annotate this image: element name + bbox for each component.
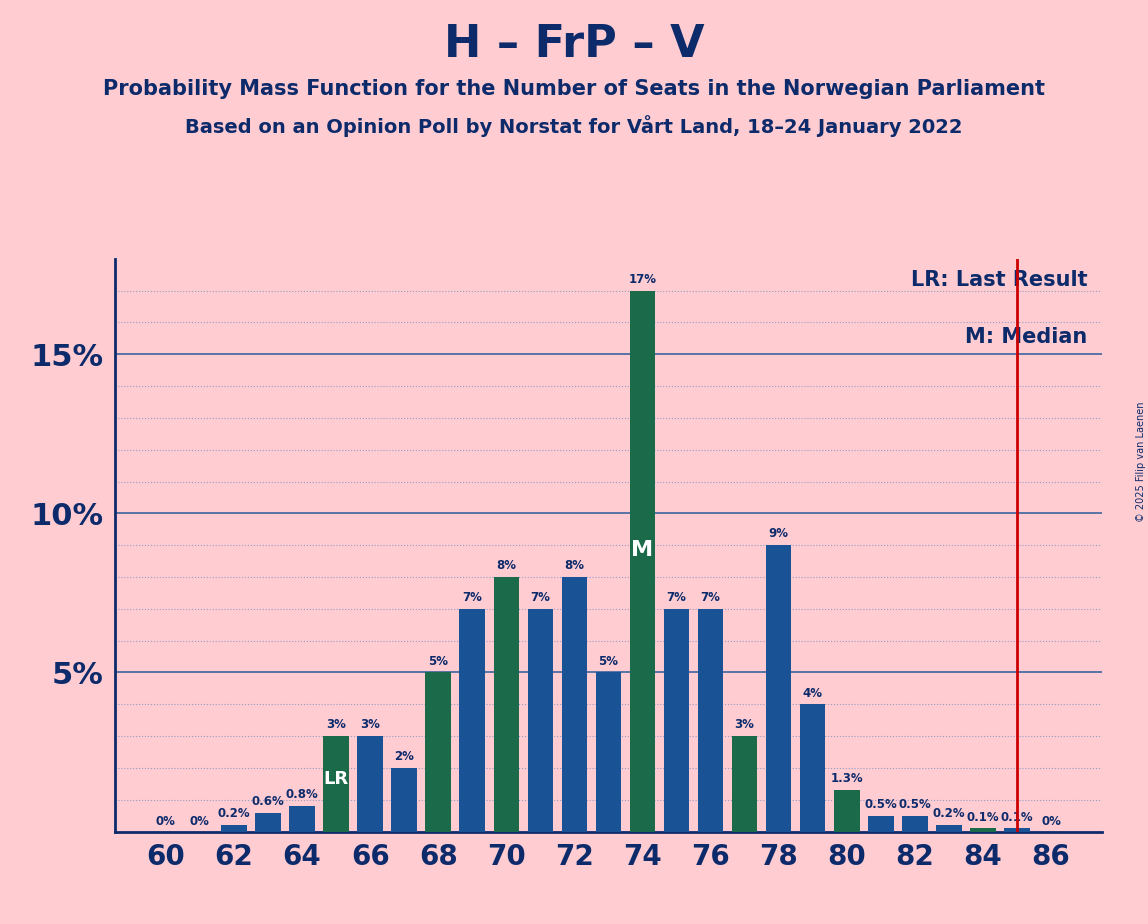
Bar [324,736,349,832]
Bar [459,609,486,832]
Text: 2%: 2% [394,750,414,763]
Text: Based on an Opinion Poll by Norstat for Vårt Land, 18–24 January 2022: Based on an Opinion Poll by Norstat for … [185,116,963,138]
Text: © 2025 Filip van Laenen: © 2025 Filip van Laenen [1135,402,1146,522]
Text: 5%: 5% [598,655,619,668]
Bar [970,829,995,832]
Bar [426,673,451,832]
Bar [732,736,758,832]
Text: 0.1%: 0.1% [1001,810,1033,823]
Text: 4%: 4% [802,687,823,699]
Bar [528,609,553,832]
Bar [357,736,383,832]
Text: 8%: 8% [565,559,584,572]
Bar [800,704,825,832]
Bar [596,673,621,832]
Text: 3%: 3% [360,718,380,732]
Text: LR: LR [324,770,349,788]
Text: 17%: 17% [628,273,657,286]
Text: 7%: 7% [667,591,687,604]
Text: 9%: 9% [769,528,789,541]
Text: LR: Last Result: LR: Last Result [910,270,1087,290]
Text: M: Median: M: Median [965,327,1087,347]
Text: 0.1%: 0.1% [967,810,999,823]
Text: H – FrP – V: H – FrP – V [443,23,705,67]
Text: 0.5%: 0.5% [864,798,898,811]
Text: 0.2%: 0.2% [218,808,250,821]
Bar [664,609,689,832]
Text: 0.6%: 0.6% [251,795,285,808]
Text: 0.8%: 0.8% [286,788,318,801]
Bar [902,816,928,832]
Bar [222,825,247,832]
Bar [766,545,791,832]
Bar [630,290,656,832]
Text: 3%: 3% [735,718,754,732]
Text: 5%: 5% [428,655,448,668]
Text: 7%: 7% [530,591,550,604]
Text: 1.3%: 1.3% [830,772,863,785]
Bar [494,577,519,832]
Bar [255,812,281,832]
Text: 8%: 8% [496,559,517,572]
Text: 3%: 3% [326,718,346,732]
Bar [936,825,962,832]
Bar [833,790,860,832]
Text: Probability Mass Function for the Number of Seats in the Norwegian Parliament: Probability Mass Function for the Number… [103,79,1045,99]
Text: 7%: 7% [463,591,482,604]
Text: 0.2%: 0.2% [932,808,965,821]
Text: 7%: 7% [700,591,721,604]
Text: 0%: 0% [189,815,210,828]
Bar [1004,829,1030,832]
Text: 0%: 0% [156,815,176,828]
Bar [391,768,417,832]
Text: M: M [631,541,653,560]
Bar [289,806,315,832]
Bar [561,577,587,832]
Bar [868,816,893,832]
Bar [698,609,723,832]
Text: 0%: 0% [1041,815,1061,828]
Text: 0.5%: 0.5% [899,798,931,811]
